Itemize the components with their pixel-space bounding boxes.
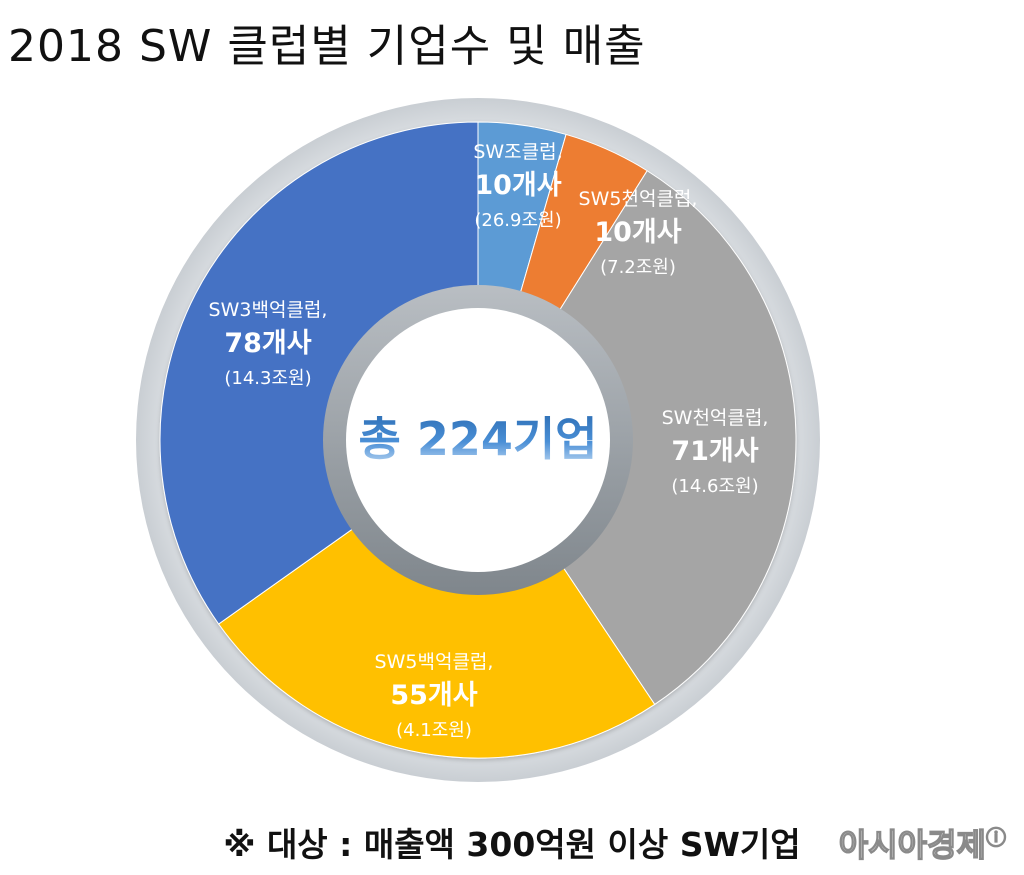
slice-label-name-1: SW조클럽,: [473, 141, 562, 163]
slice-labels: SW조클럽, 10개사 (26.9조원) SW5천억클럽, 10개사 (7.2조원) SW천…: [209, 141, 769, 741]
slice-label-name-3: SW천억클럽,: [662, 407, 769, 429]
slice-label-revenue-2: (7.2조원): [600, 257, 676, 278]
slice-label-count-5: 78개사: [224, 328, 311, 359]
slice-label-count-1: 10개사: [474, 170, 561, 201]
slice-label-revenue-3: (14.6조원): [671, 476, 758, 497]
slice-label-count-3: 71개사: [671, 436, 758, 467]
slice-label-count-4: 55개사: [390, 680, 477, 711]
slice-label-name-5: SW3백억클럽,: [209, 299, 328, 321]
page-title: 2018 SW 클럽별 기업수 및 매출: [8, 21, 646, 72]
slice-label-name-4: SW5백억클럽,: [375, 651, 494, 673]
inner-hole: [346, 308, 610, 572]
watermark-text: 아시아경제: [838, 825, 987, 864]
slice-label-name-2: SW5천억클럽,: [579, 188, 698, 210]
footnote: ※ 대상 : 매출액 300억원 이상 SW기업: [223, 825, 801, 864]
center-label: 총 224기업: [359, 412, 598, 466]
slice-label-revenue-5: (14.3조원): [224, 368, 311, 389]
slices: [159, 121, 797, 759]
slice-label-revenue-4: (4.1조원): [396, 720, 472, 741]
slice-label-revenue-1: (26.9조원): [474, 210, 561, 231]
info-icon: ⓘ: [986, 825, 1007, 850]
watermark: 아시아경제ⓘ: [838, 820, 1007, 866]
slice-label-count-2: 10개사: [594, 217, 681, 248]
